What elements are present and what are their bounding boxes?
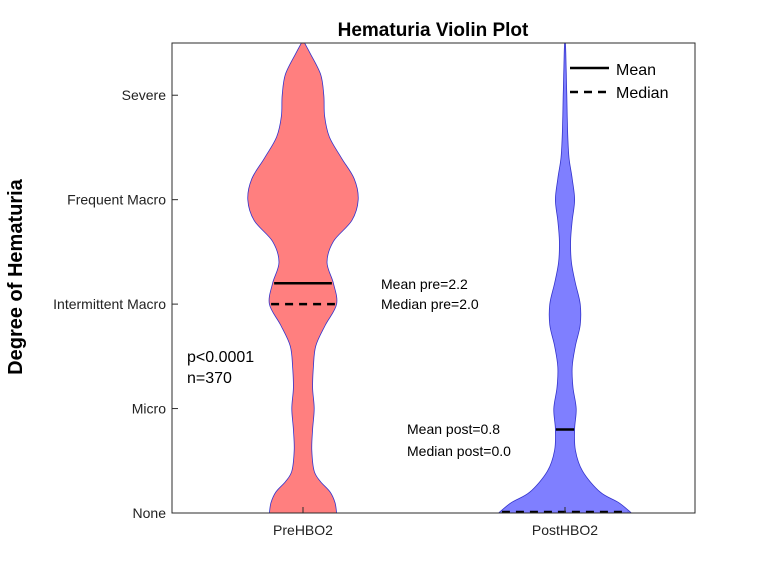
- pre-mean-annotation: Mean pre=2.2: [381, 276, 468, 292]
- x-tick-label: PreHBO2: [273, 522, 333, 538]
- y-tick-label: Frequent Macro: [67, 192, 166, 208]
- chart-title: Hematuria Violin Plot: [338, 20, 529, 41]
- y-tick-label: Intermittent Macro: [53, 296, 166, 312]
- y-tick-label: None: [133, 505, 167, 521]
- y-tick-label: Micro: [132, 401, 166, 417]
- plot-axes-box: [171, 42, 696, 514]
- y-axis-label: Degree of Hematuria: [5, 178, 27, 374]
- sample-size-annotation: n=370: [187, 370, 232, 387]
- legend-mean-label: Mean: [616, 62, 656, 79]
- pre-median-annotation: Median pre=2.0: [381, 296, 479, 312]
- legend-median-label: Median: [616, 85, 668, 102]
- x-tick-label: PostHBO2: [532, 522, 598, 538]
- legend: Mean Median: [570, 62, 668, 102]
- y-tick-label: Severe: [122, 87, 167, 103]
- axis-ticks-layer: None Micro Intermittent Macro Frequent Macr…: [53, 87, 598, 538]
- p-value-annotation: p<0.0001: [187, 349, 254, 366]
- post-mean-annotation: Mean post=0.8: [407, 421, 500, 437]
- post-median-annotation: Median post=0.0: [407, 443, 511, 459]
